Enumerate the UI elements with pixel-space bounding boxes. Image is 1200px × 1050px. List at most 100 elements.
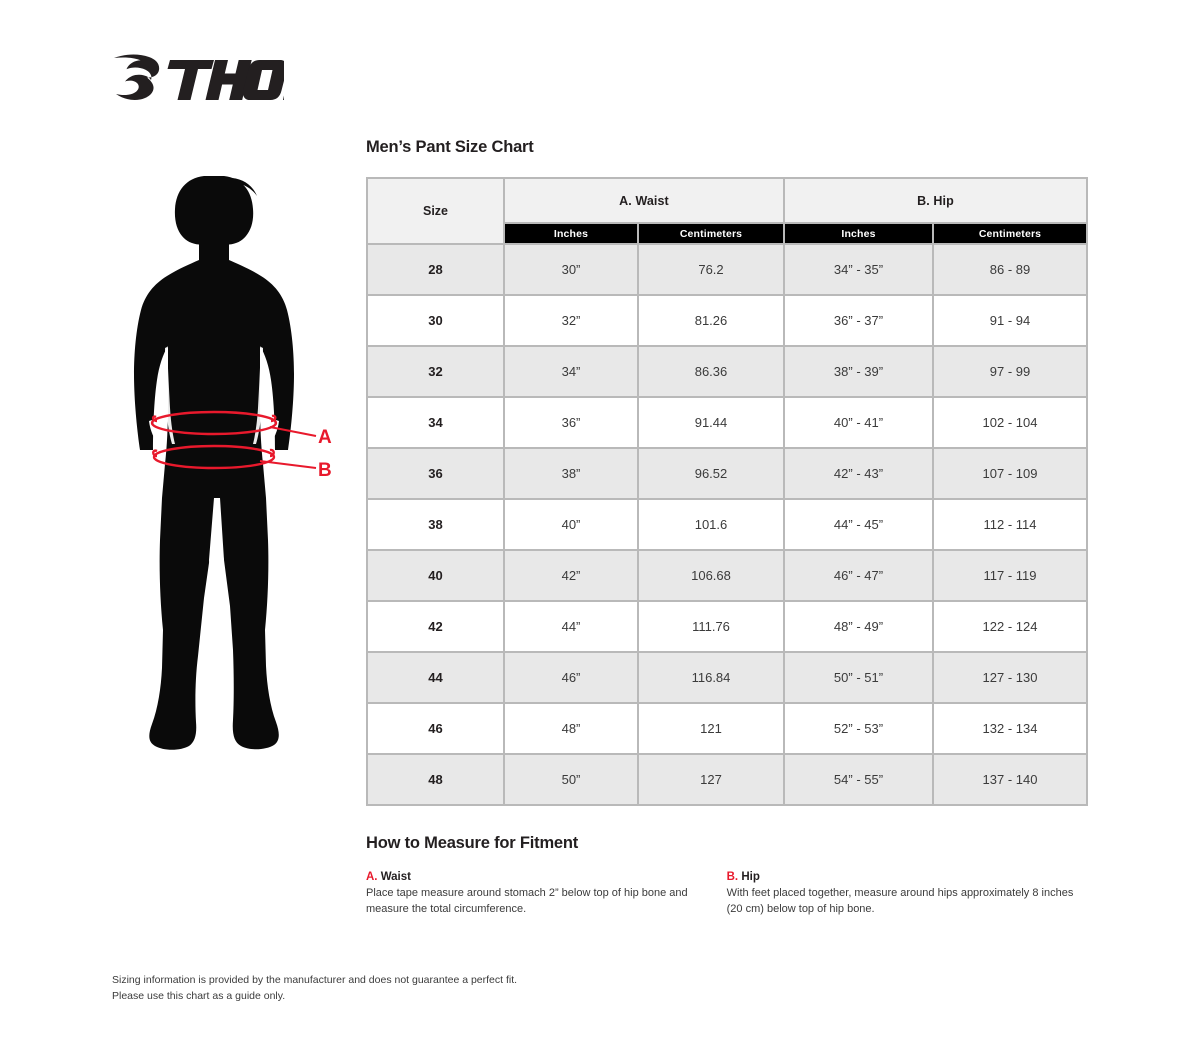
chart-content: Men’s Pant Size Chart Size A. Waist B. H… — [366, 138, 1088, 917]
cell-size: 48 — [366, 753, 505, 806]
cell-waist-centimeters: 106.68 — [637, 549, 785, 602]
table-row: 28 30” 76.2 34” - 35” 86 - 89 — [366, 243, 1088, 296]
measurement-callouts — [150, 410, 317, 470]
cell-waist-centimeters: 96.52 — [637, 447, 785, 500]
callout-label-b: B — [318, 460, 332, 481]
cell-waist-inches: 48” — [503, 702, 639, 755]
table-head: Size A. Waist B. Hip Inches Centimeters … — [366, 177, 1088, 245]
cell-hip-inches: 44” - 45” — [783, 498, 934, 551]
cell-waist-inches: 44” — [503, 600, 639, 653]
table-row: 30 32” 81.26 36” - 37” 91 - 94 — [366, 294, 1088, 347]
cell-hip-inches: 54” - 55” — [783, 753, 934, 806]
table-row: 42 44” 111.76 48” - 49” 122 - 124 — [366, 600, 1088, 653]
hip-tape-arrow-right — [269, 448, 275, 458]
cell-hip-inches: 36” - 37” — [783, 294, 934, 347]
how-to-measure-section: How to Measure for Fitment A. Waist Place… — [366, 834, 1086, 917]
table-row: 44 46” 116.84 50” - 51” 127 - 130 — [366, 651, 1088, 704]
table-row: 32 34” 86.36 38” - 39” 97 - 99 — [366, 345, 1088, 398]
cell-waist-inches: 42” — [503, 549, 639, 602]
waist-leader-line — [269, 425, 317, 438]
cell-waist-centimeters: 91.44 — [637, 396, 785, 449]
size-chart-table: Size A. Waist B. Hip Inches Centimeters … — [366, 177, 1088, 806]
cell-hip-centimeters: 137 - 140 — [932, 753, 1088, 806]
cell-waist-inches: 32” — [503, 294, 639, 347]
measure-instruction-letter: B. — [726, 871, 739, 883]
cell-waist-centimeters: 127 — [637, 753, 785, 806]
cell-hip-centimeters: 86 - 89 — [932, 243, 1088, 296]
cell-waist-inches: 50” — [503, 753, 639, 806]
measure-instruction-heading: B. Hip — [727, 871, 1086, 883]
hip-tape-arrow-left — [152, 449, 158, 458]
table-row: 34 36” 91.44 40” - 41” 102 - 104 — [366, 396, 1088, 449]
disclaimer-footer: Sizing information is provided by the ma… — [112, 972, 672, 1005]
thor-brand-logo — [112, 52, 324, 108]
hip-tape-loop — [152, 444, 276, 470]
disclaimer-line-1: Sizing information is provided by the ma… — [112, 974, 518, 986]
cell-waist-centimeters: 81.26 — [637, 294, 785, 347]
hip-leader-line — [259, 459, 317, 470]
cell-size: 40 — [366, 549, 505, 602]
cell-size: 36 — [366, 447, 505, 500]
table-row: 48 50” 127 54” - 55” 137 - 140 — [366, 753, 1088, 806]
cell-waist-inches: 30” — [503, 243, 639, 296]
cell-size: 44 — [366, 651, 505, 704]
cell-hip-inches: 46” - 47” — [783, 549, 934, 602]
header-group-waist: A. Waist — [503, 177, 785, 224]
cell-hip-centimeters: 122 - 124 — [932, 600, 1088, 653]
male-body-silhouette-figure: A B — [120, 168, 335, 763]
cell-size: 42 — [366, 600, 505, 653]
waist-tape-loop — [150, 410, 278, 436]
measure-instruction-heading: A. Waist — [366, 871, 697, 883]
cell-waist-centimeters: 86.36 — [637, 345, 785, 398]
measure-instruction-item: B. Hip With feet placed together, measure… — [727, 871, 1086, 917]
cell-waist-inches: 46” — [503, 651, 639, 704]
cell-waist-centimeters: 76.2 — [637, 243, 785, 296]
cell-hip-inches: 48” - 49” — [783, 600, 934, 653]
table-row: 36 38” 96.52 42” - 43” 107 - 109 — [366, 447, 1088, 500]
header-hip-inches: Inches — [783, 222, 934, 245]
page-title: Men’s Pant Size Chart — [366, 138, 534, 156]
measure-instruction-text: Place tape measure around stomach 2” bel… — [366, 887, 688, 915]
header-waist-inches: Inches — [503, 222, 639, 245]
cell-hip-inches: 38” - 39” — [783, 345, 934, 398]
cell-hip-inches: 34” - 35” — [783, 243, 934, 296]
table-row: 46 48” 121 52” - 53” 132 - 134 — [366, 702, 1088, 755]
cell-hip-inches: 42” - 43” — [783, 447, 934, 500]
cell-hip-centimeters: 117 - 119 — [932, 549, 1088, 602]
header-hip-centimeters: Centimeters — [932, 222, 1088, 245]
cell-hip-centimeters: 91 - 94 — [932, 294, 1088, 347]
cell-waist-centimeters: 121 — [637, 702, 785, 755]
cell-size: 28 — [366, 243, 505, 296]
cell-waist-centimeters: 101.6 — [637, 498, 785, 551]
cell-hip-inches: 52” - 53” — [783, 702, 934, 755]
measure-instruction-item: A. Waist Place tape measure around stomac… — [366, 871, 727, 917]
header-size: Size — [366, 177, 505, 245]
silhouette-body — [134, 176, 294, 750]
cell-size: 32 — [366, 345, 505, 398]
cell-hip-inches: 50” - 51” — [783, 651, 934, 704]
table-row: 38 40” 101.6 44” - 45” 112 - 114 — [366, 498, 1088, 551]
measure-instruction-label: Waist — [380, 871, 411, 883]
how-to-measure-title: How to Measure for Fitment — [366, 834, 579, 852]
cell-waist-inches: 36” — [503, 396, 639, 449]
cell-hip-inches: 40” - 41” — [783, 396, 934, 449]
cell-waist-centimeters: 116.84 — [637, 651, 785, 704]
cell-hip-centimeters: 112 - 114 — [932, 498, 1088, 551]
cell-hip-centimeters: 102 - 104 — [932, 396, 1088, 449]
measure-instruction-label: Hip — [741, 871, 760, 883]
measure-instruction-letter: A. — [366, 871, 378, 883]
cell-waist-inches: 40” — [503, 498, 639, 551]
waist-tape-arrow-left — [151, 415, 158, 423]
cell-hip-centimeters: 107 - 109 — [932, 447, 1088, 500]
cell-waist-inches: 38” — [503, 447, 639, 500]
measure-instruction-text: With feet placed together, measure aroun… — [726, 887, 1074, 915]
cell-size: 46 — [366, 702, 505, 755]
waist-tape-arrow-right — [270, 414, 277, 423]
cell-waist-inches: 34” — [503, 345, 639, 398]
cell-hip-centimeters: 127 - 130 — [932, 651, 1088, 704]
cell-hip-centimeters: 97 - 99 — [932, 345, 1088, 398]
cell-size: 38 — [366, 498, 505, 551]
measure-instructions-list: A. Waist Place tape measure around stomac… — [366, 871, 1086, 917]
table-row: 40 42” 106.68 46” - 47” 117 - 119 — [366, 549, 1088, 602]
